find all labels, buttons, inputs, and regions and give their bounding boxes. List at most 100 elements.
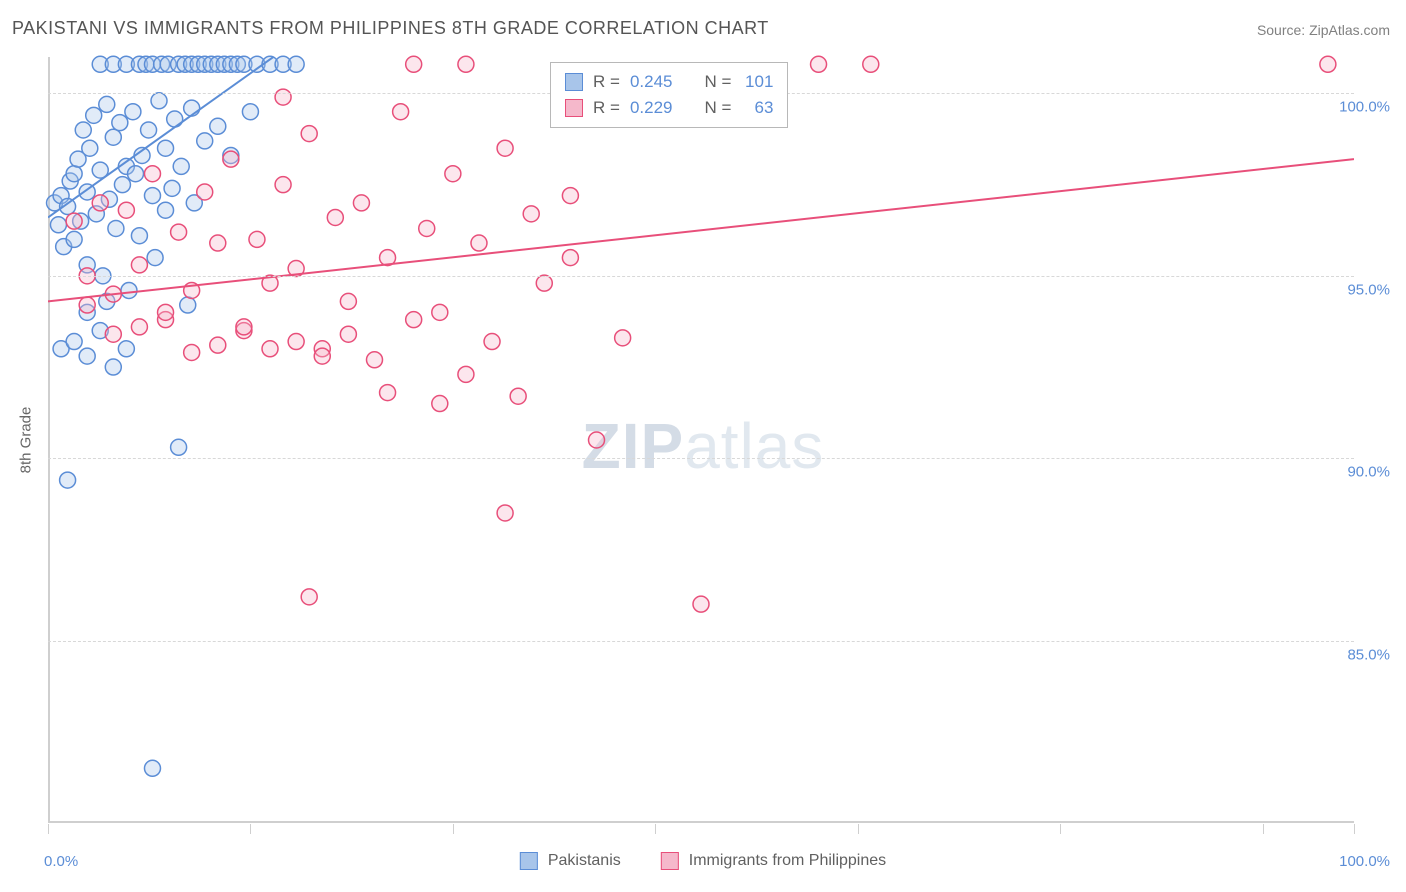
stat-r-label: R = <box>593 98 620 118</box>
scatter-point <box>79 348 95 364</box>
scatter-point <box>562 188 578 204</box>
x-tick <box>858 824 859 834</box>
x-tick <box>48 824 49 834</box>
scatter-point <box>197 133 213 149</box>
scatter-point <box>167 111 183 127</box>
scatter-point <box>327 209 343 225</box>
scatter-point <box>288 56 304 72</box>
stat-n-value: 63 <box>741 98 773 118</box>
scatter-point <box>66 166 82 182</box>
scatter-point <box>262 341 278 357</box>
scatter-point <box>445 166 461 182</box>
scatter-point <box>458 366 474 382</box>
stat-row: R = 0.245 N = 101 <box>565 69 773 95</box>
scatter-point <box>523 206 539 222</box>
scatter-point <box>158 140 174 156</box>
stat-r-value: 0.245 <box>630 72 673 92</box>
scatter-point <box>301 126 317 142</box>
legend-swatch-philippines <box>661 852 679 870</box>
scatter-point <box>92 195 108 211</box>
gridline-horizontal <box>48 641 1354 642</box>
scatter-point <box>66 231 82 247</box>
scatter-point <box>242 104 258 120</box>
chart-title: PAKISTANI VS IMMIGRANTS FROM PHILIPPINES… <box>12 18 769 39</box>
stat-r-value: 0.229 <box>630 98 673 118</box>
scatter-point <box>112 115 128 131</box>
scatter-point <box>60 472 76 488</box>
scatter-point <box>75 122 91 138</box>
scatter-point <box>393 104 409 120</box>
bottom-legend: Pakistanis Immigrants from Philippines <box>520 852 886 870</box>
scatter-point <box>210 118 226 134</box>
scatter-point <box>210 235 226 251</box>
stat-n-value: 101 <box>741 72 773 92</box>
scatter-point <box>184 100 200 116</box>
scatter-point <box>432 396 448 412</box>
scatter-point <box>406 56 422 72</box>
scatter-point <box>184 344 200 360</box>
scatter-point <box>121 282 137 298</box>
scatter-point <box>314 348 330 364</box>
scatter-point <box>141 122 157 138</box>
scatter-point <box>131 319 147 335</box>
scatter-point <box>131 228 147 244</box>
scatter-point <box>249 231 265 247</box>
legend-label: Immigrants from Philippines <box>689 852 886 870</box>
scatter-point <box>144 760 160 776</box>
scatter-point <box>82 140 98 156</box>
chart-svg <box>48 57 1354 823</box>
scatter-point <box>105 129 121 145</box>
legend-item-pakistanis: Pakistanis <box>520 852 621 870</box>
scatter-point <box>484 334 500 350</box>
legend-item-philippines: Immigrants from Philippines <box>661 852 886 870</box>
stat-row: R = 0.229 N = 63 <box>565 95 773 121</box>
scatter-point <box>108 220 124 236</box>
scatter-point <box>147 250 163 266</box>
scatter-point <box>406 312 422 328</box>
scatter-point <box>432 304 448 320</box>
scatter-point <box>125 104 141 120</box>
x-tick <box>1060 824 1061 834</box>
scatter-point <box>301 589 317 605</box>
legend-label: Pakistanis <box>548 852 621 870</box>
scatter-point <box>86 107 102 123</box>
scatter-point <box>367 352 383 368</box>
scatter-point <box>105 359 121 375</box>
scatter-point <box>197 184 213 200</box>
scatter-point <box>693 596 709 612</box>
scatter-point <box>118 341 134 357</box>
x-tick <box>250 824 251 834</box>
gridline-horizontal <box>48 276 1354 277</box>
stat-r-label: R = <box>593 72 620 92</box>
scatter-point <box>275 177 291 193</box>
x-tick <box>1263 824 1264 834</box>
scatter-point <box>510 388 526 404</box>
scatter-point <box>811 56 827 72</box>
stat-swatch-philippines <box>565 99 583 117</box>
scatter-point <box>210 337 226 353</box>
scatter-point <box>223 151 239 167</box>
scatter-point <box>288 334 304 350</box>
scatter-point <box>171 439 187 455</box>
x-tick-label-min: 0.0% <box>44 853 78 870</box>
scatter-point <box>173 158 189 174</box>
scatter-point <box>863 56 879 72</box>
scatter-point <box>471 235 487 251</box>
scatter-point <box>589 432 605 448</box>
y-tick-label: 95.0% <box>1347 281 1390 298</box>
scatter-point <box>615 330 631 346</box>
scatter-point <box>118 202 134 218</box>
scatter-point <box>380 385 396 401</box>
scatter-point <box>180 297 196 313</box>
scatter-point <box>79 297 95 313</box>
scatter-point <box>562 250 578 266</box>
x-tick <box>655 824 656 834</box>
correlation-stats-box: R = 0.245 N = 101 R = 0.229 N = 63 <box>550 62 788 128</box>
scatter-point <box>144 166 160 182</box>
scatter-point <box>131 257 147 273</box>
scatter-point <box>50 217 66 233</box>
scatter-point <box>458 56 474 72</box>
scatter-point <box>164 180 180 196</box>
scatter-point <box>158 304 174 320</box>
scatter-point <box>99 96 115 112</box>
